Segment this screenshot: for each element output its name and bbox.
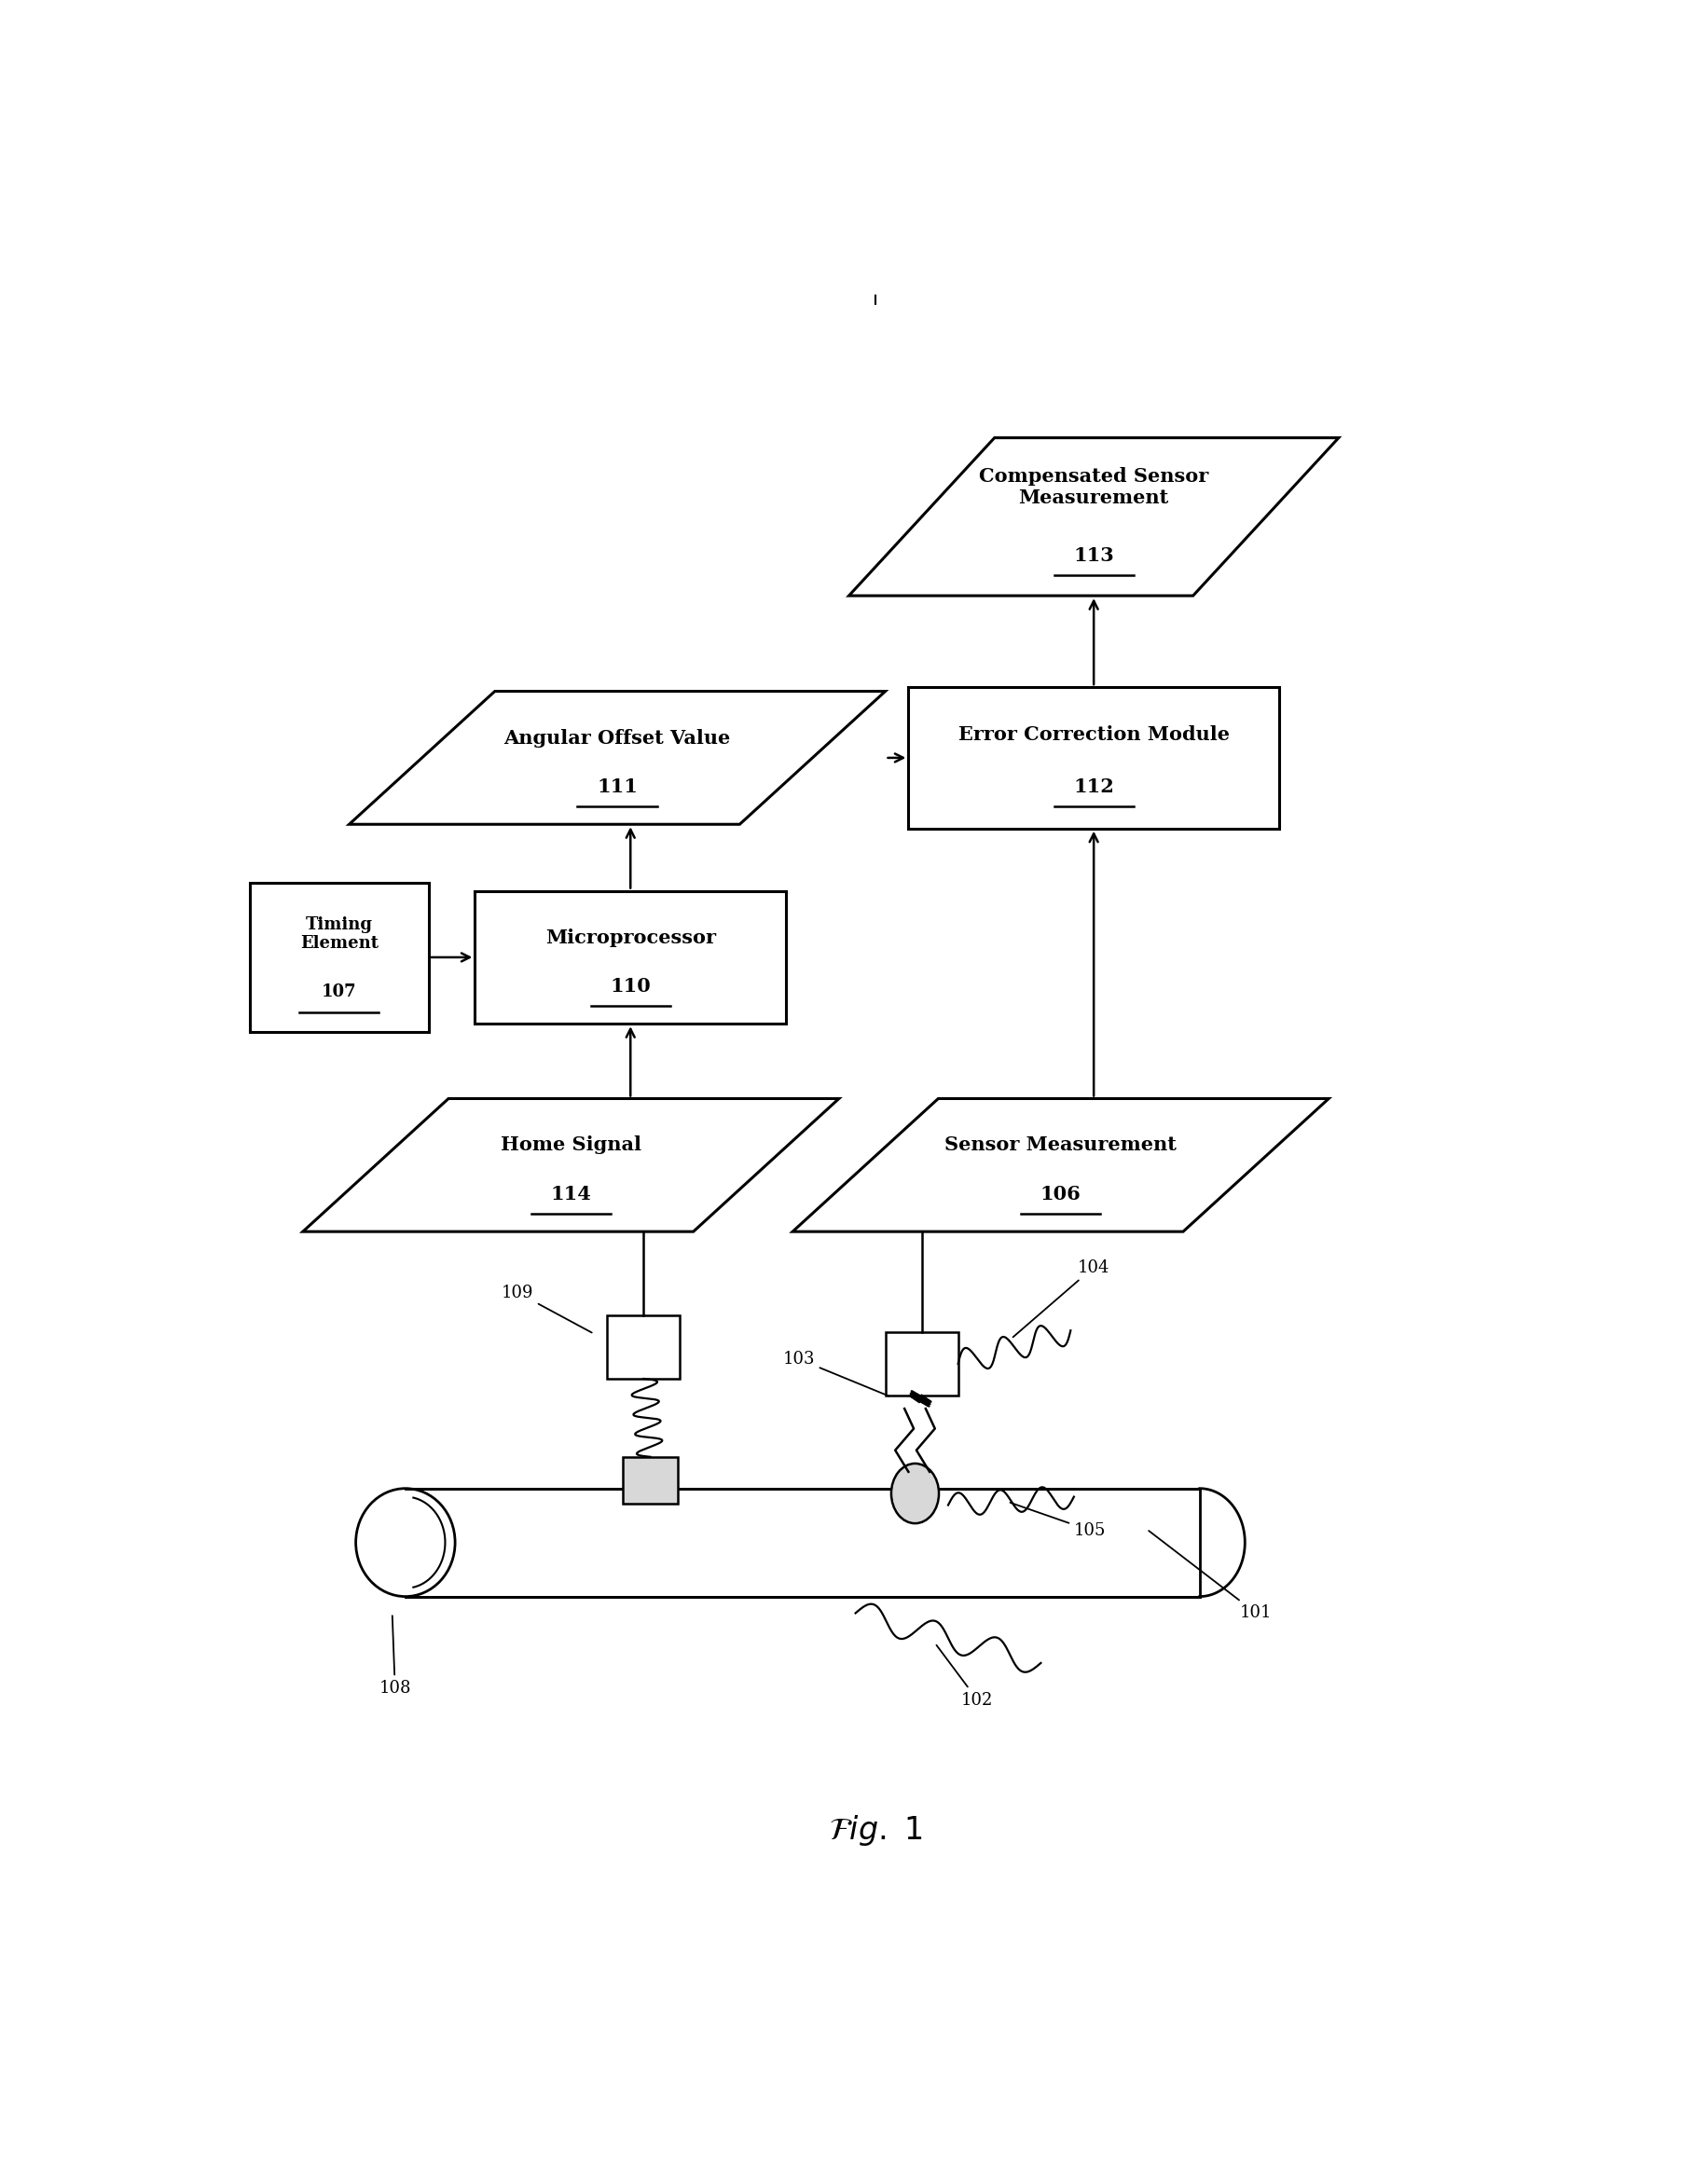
FancyBboxPatch shape (909, 687, 1279, 829)
FancyBboxPatch shape (249, 883, 429, 1032)
Ellipse shape (355, 1488, 454, 1596)
Text: 106: 106 (1040, 1185, 1081, 1205)
FancyBboxPatch shape (622, 1457, 678, 1503)
Text: 109: 109 (502, 1285, 591, 1332)
Text: $\mathcal{F}$$\mathit{ig.\ 1}$: $\mathcal{F}$$\mathit{ig.\ 1}$ (828, 1814, 922, 1848)
Polygon shape (302, 1099, 839, 1231)
Text: 107: 107 (321, 985, 357, 1000)
FancyBboxPatch shape (608, 1315, 680, 1380)
Text: 112: 112 (1073, 777, 1114, 797)
Text: 103: 103 (782, 1352, 888, 1397)
Text: Timing
Element: Timing Element (301, 915, 379, 952)
Text: Compensated Sensor
Measurement: Compensated Sensor Measurement (979, 466, 1209, 507)
Polygon shape (348, 691, 885, 825)
Text: 104: 104 (1013, 1259, 1108, 1336)
Text: Home Signal: Home Signal (500, 1136, 640, 1155)
Text: 113: 113 (1073, 546, 1114, 566)
Text: Sensor Measurement: Sensor Measurement (945, 1136, 1177, 1155)
Polygon shape (793, 1099, 1329, 1231)
Text: 101: 101 (1149, 1531, 1271, 1621)
Text: 111: 111 (596, 777, 637, 797)
Polygon shape (849, 438, 1339, 596)
Text: 110: 110 (610, 978, 651, 995)
Text: 105: 105 (1009, 1503, 1107, 1539)
Text: Error Correction Module: Error Correction Module (958, 725, 1230, 745)
FancyBboxPatch shape (885, 1332, 958, 1395)
Text: 114: 114 (550, 1185, 591, 1205)
FancyBboxPatch shape (475, 892, 786, 1023)
Text: 108: 108 (379, 1615, 412, 1697)
Circle shape (892, 1464, 939, 1524)
FancyBboxPatch shape (405, 1488, 1199, 1596)
Text: Microprocessor: Microprocessor (545, 928, 716, 946)
Text: 102: 102 (936, 1645, 994, 1708)
Text: Angular Offset Value: Angular Offset Value (504, 728, 731, 747)
